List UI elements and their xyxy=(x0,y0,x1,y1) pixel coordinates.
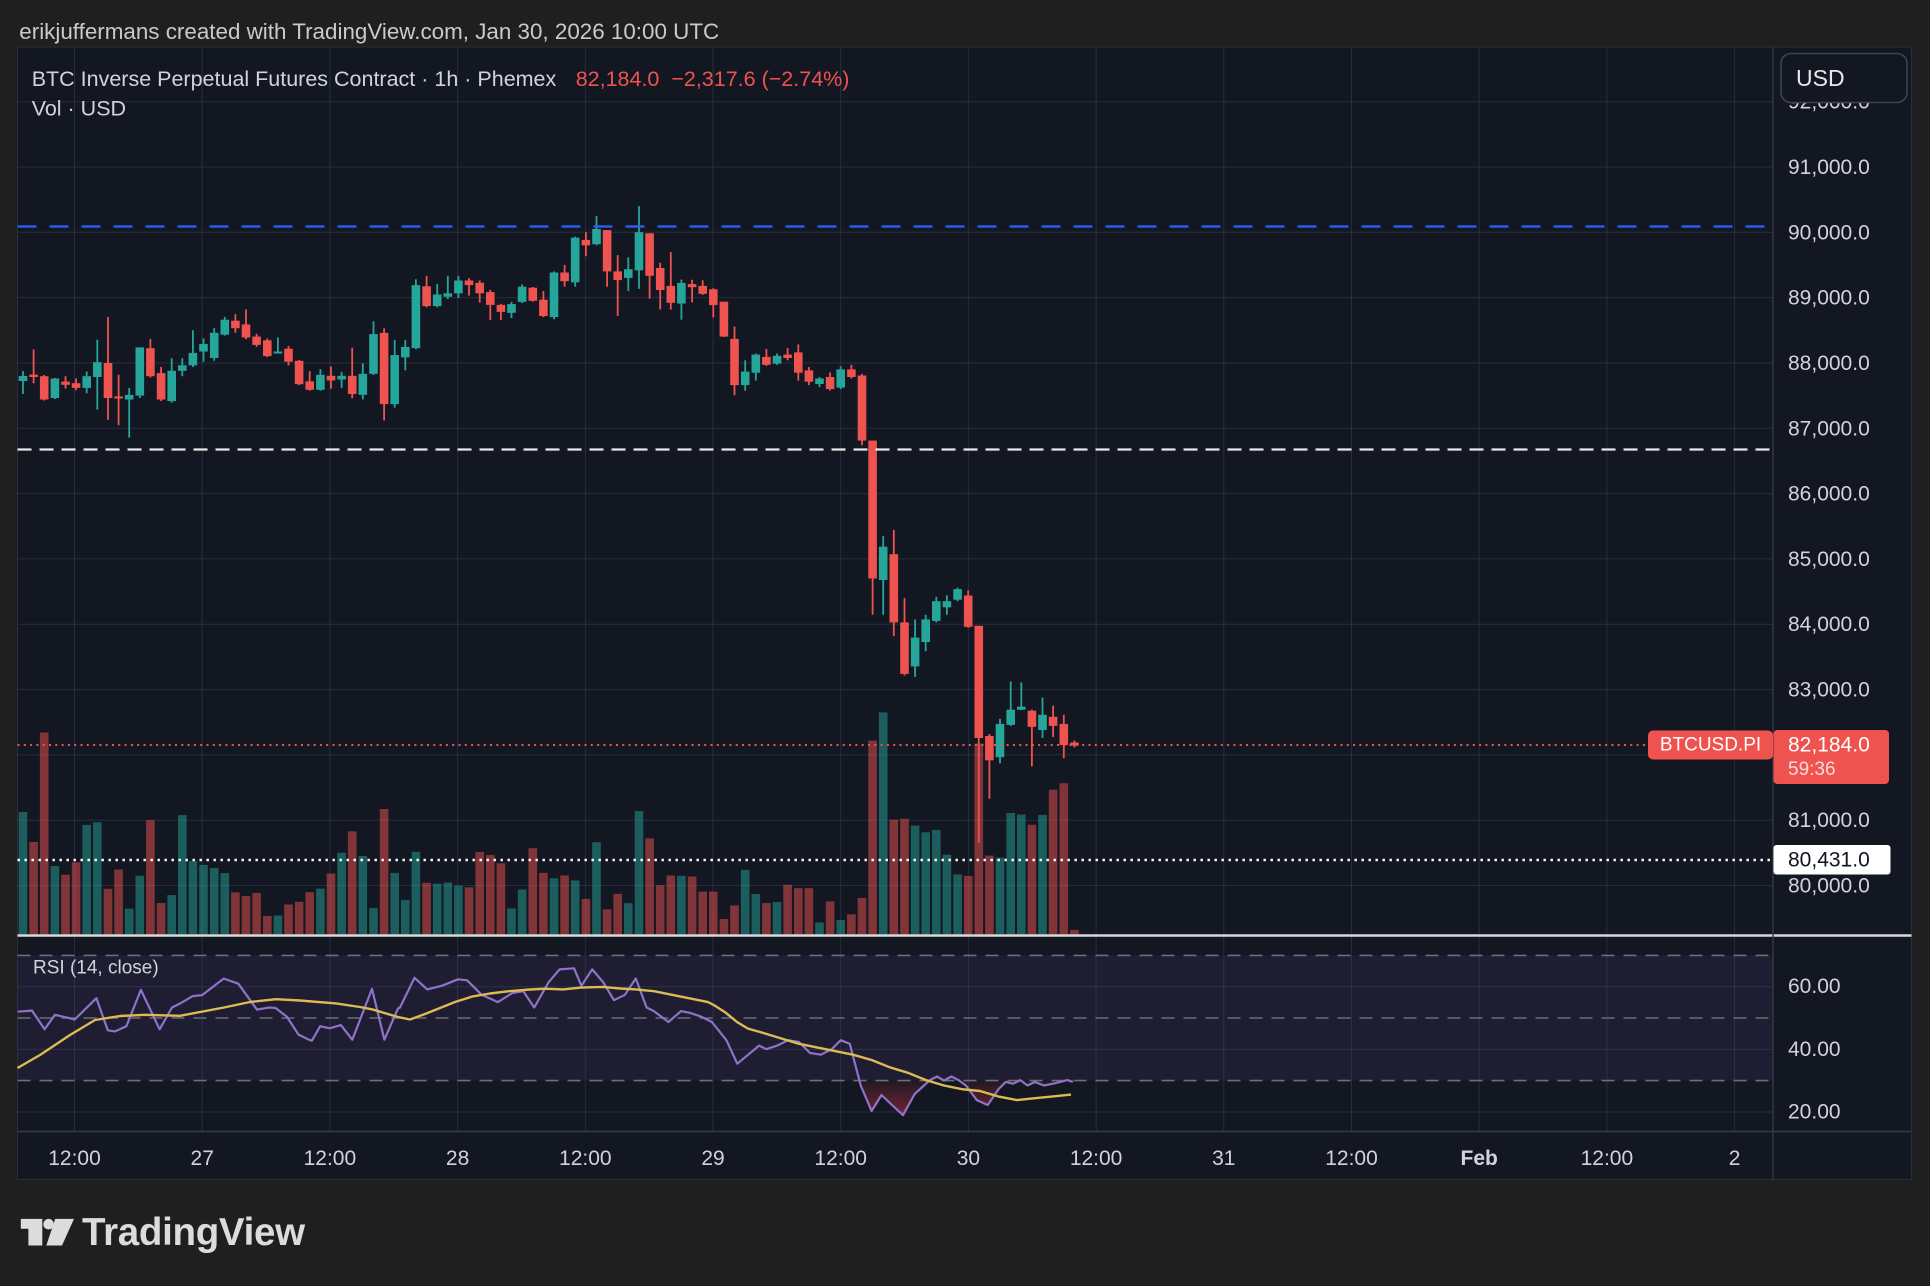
svg-text:12:00: 12:00 xyxy=(1581,1147,1634,1170)
svg-text:20.00: 20.00 xyxy=(1788,1101,1841,1124)
svg-text:60.00: 60.00 xyxy=(1788,975,1841,998)
svg-text:80,000.0: 80,000.0 xyxy=(1788,875,1870,898)
svg-text:12:00: 12:00 xyxy=(814,1147,867,1170)
svg-text:84,000.0: 84,000.0 xyxy=(1788,613,1870,636)
svg-text:USD: USD xyxy=(1796,65,1845,91)
svg-text:12:00: 12:00 xyxy=(1070,1147,1123,1170)
svg-text:12:00: 12:00 xyxy=(304,1147,357,1170)
svg-text:82,184.0: 82,184.0 xyxy=(1788,734,1870,757)
svg-text:12:00: 12:00 xyxy=(48,1147,101,1170)
svg-text:83,000.0: 83,000.0 xyxy=(1788,679,1870,702)
svg-text:59:36: 59:36 xyxy=(1788,759,1836,780)
svg-text:29: 29 xyxy=(701,1147,724,1170)
svg-text:BTCUSD.PI: BTCUSD.PI xyxy=(1660,735,1761,756)
svg-text:12:00: 12:00 xyxy=(559,1147,612,1170)
svg-text:87,000.0: 87,000.0 xyxy=(1788,417,1870,440)
svg-text:80,431.0: 80,431.0 xyxy=(1788,848,1870,871)
svg-text:Vol · USD: Vol · USD xyxy=(32,97,126,121)
svg-text:2: 2 xyxy=(1729,1147,1741,1170)
svg-text:RSI (14, close): RSI (14, close) xyxy=(33,958,159,979)
svg-text:82,184.0 −2,317.6 (−2.74%): 82,184.0 −2,317.6 (−2.74%) xyxy=(576,67,850,91)
svg-text:BTC Inverse Perpetual Futures: BTC Inverse Perpetual Futures Contract ·… xyxy=(32,67,557,91)
svg-text:erikjuffermans created with Tr: erikjuffermans created with TradingView.… xyxy=(19,19,719,44)
svg-text:12:00: 12:00 xyxy=(1325,1147,1378,1170)
svg-text:85,000.0: 85,000.0 xyxy=(1788,548,1870,571)
svg-text:27: 27 xyxy=(191,1147,214,1170)
svg-text:30: 30 xyxy=(957,1147,980,1170)
svg-text:90,000.0: 90,000.0 xyxy=(1788,221,1870,244)
svg-text:Feb: Feb xyxy=(1461,1147,1498,1170)
svg-text:86,000.0: 86,000.0 xyxy=(1788,483,1870,506)
svg-text:TradingView: TradingView xyxy=(82,1211,306,1254)
svg-text:89,000.0: 89,000.0 xyxy=(1788,287,1870,310)
svg-text:88,000.0: 88,000.0 xyxy=(1788,352,1870,375)
svg-text:31: 31 xyxy=(1212,1147,1235,1170)
svg-text:28: 28 xyxy=(446,1147,469,1170)
svg-text:91,000.0: 91,000.0 xyxy=(1788,156,1870,179)
svg-text:81,000.0: 81,000.0 xyxy=(1788,809,1870,832)
svg-text:40.00: 40.00 xyxy=(1788,1038,1841,1061)
